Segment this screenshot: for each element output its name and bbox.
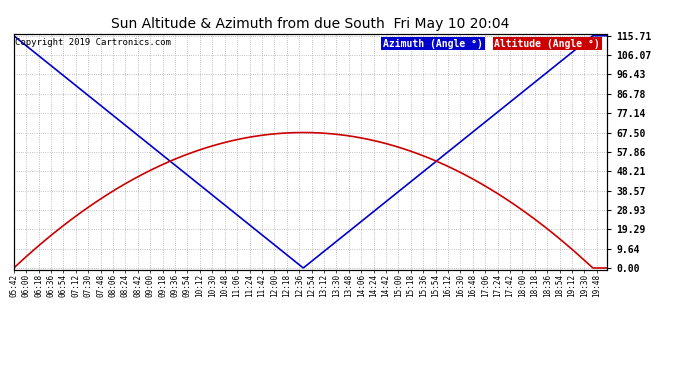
- Text: Altitude (Angle °): Altitude (Angle °): [495, 39, 600, 48]
- Title: Sun Altitude & Azimuth from due South  Fri May 10 20:04: Sun Altitude & Azimuth from due South Fr…: [111, 17, 510, 31]
- Text: Copyright 2019 Cartronics.com: Copyright 2019 Cartronics.com: [15, 39, 171, 48]
- Text: Azimuth (Angle °): Azimuth (Angle °): [383, 39, 483, 48]
